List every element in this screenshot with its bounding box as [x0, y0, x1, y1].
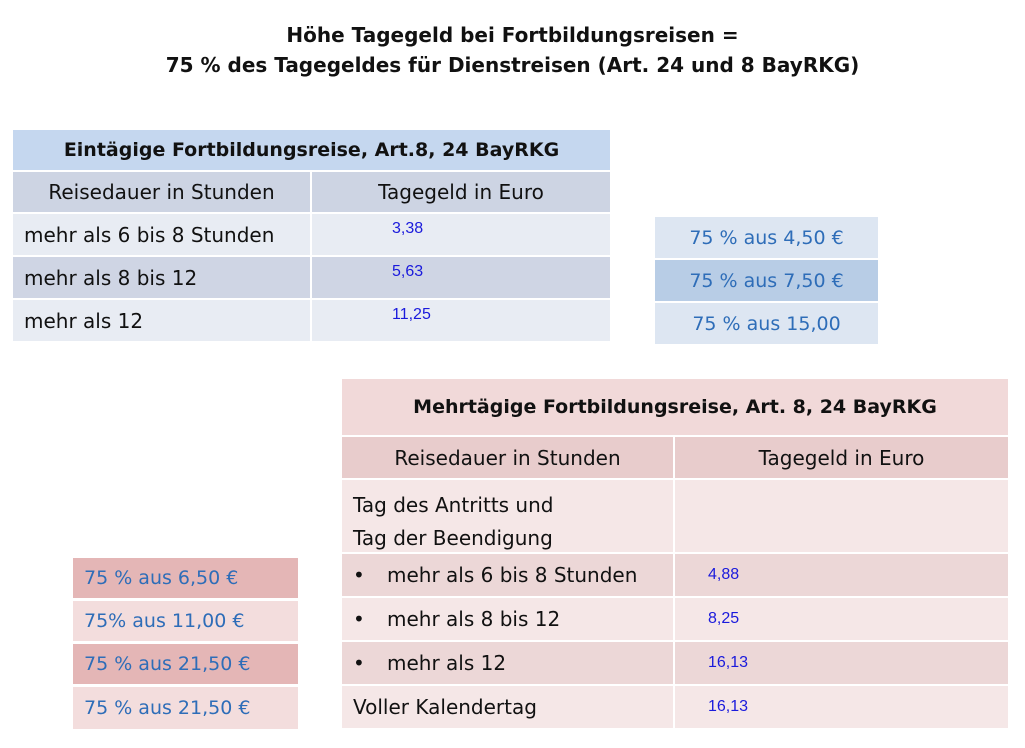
allowance-value: 16,13	[708, 654, 749, 671]
first-last-day-line-2: Tag der Beendigung	[353, 526, 553, 550]
duration-cell: mehr als 12	[13, 300, 310, 341]
calculation-note: 75% aus 11,00 €	[73, 601, 298, 641]
allowance-value: 5,63	[392, 263, 424, 280]
allowance-value: 3,38	[392, 220, 424, 237]
allowance-cell: 16,13	[675, 642, 1008, 684]
multi-day-column-headers: Reisedauer in Stunden Tagegeld in Euro	[342, 437, 1008, 478]
calculation-note: 75 % aus 6,50 €	[73, 558, 298, 598]
table-row: • mehr als 12 16,13	[342, 642, 1008, 684]
allowance-cell: 11,25	[312, 300, 610, 341]
table-row: • mehr als 8 bis 12 8,25	[342, 598, 1008, 640]
single-day-calculation-notes: 75 % aus 4,50 € 75 % aus 7,50 € 75 % aus…	[655, 217, 878, 346]
calculation-note: 75 % aus 15,00	[655, 303, 878, 344]
duration-cell: Tag des Antritts und Tag der Beendigung	[342, 480, 673, 552]
duration-cell: • mehr als 8 bis 12	[342, 598, 673, 640]
duration-label: mehr als 6 bis 8 Stunden	[387, 563, 638, 587]
single-day-table-header: Eintägige Fortbildungsreise, Art.8, 24 B…	[13, 130, 610, 170]
duration-label: mehr als 8 bis 12	[387, 607, 561, 631]
table-row: • mehr als 6 bis 8 Stunden 4,88	[342, 554, 1008, 596]
calculation-note: 75 % aus 4,50 €	[655, 217, 878, 258]
bullet: •	[353, 563, 365, 587]
multi-day-table-header: Mehrtägige Fortbildungsreise, Art. 8, 24…	[342, 379, 1008, 435]
bullet: •	[353, 607, 365, 631]
page-title: Höhe Tagegeld bei Fortbildungsreisen = 7…	[0, 20, 1025, 80]
allowance-value: 4,88	[708, 566, 740, 583]
allowance-cell: 8,25	[675, 598, 1008, 640]
duration-cell: mehr als 8 bis 12	[13, 257, 310, 298]
bullet: •	[353, 651, 365, 675]
duration-cell: Voller Kalendertag	[342, 686, 673, 728]
multi-day-table: Mehrtägige Fortbildungsreise, Art. 8, 24…	[342, 379, 1008, 728]
allowance-cell	[675, 480, 1008, 552]
calculation-note: 75 % aus 21,50 €	[73, 644, 298, 684]
column-header-allowance: Tagegeld in Euro	[675, 437, 1008, 478]
allowance-cell: 4,88	[675, 554, 1008, 596]
calculation-note: 75 % aus 21,50 €	[73, 687, 298, 729]
duration-cell: • mehr als 6 bis 8 Stunden	[342, 554, 673, 596]
duration-cell: • mehr als 12	[342, 642, 673, 684]
table-row: mehr als 8 bis 12 5,63	[13, 257, 610, 298]
duration-cell: mehr als 6 bis 8 Stunden	[13, 214, 310, 255]
calculation-note: 75 % aus 7,50 €	[655, 260, 878, 301]
duration-label: mehr als 12	[387, 651, 507, 675]
single-day-column-headers: Reisedauer in Stunden Tagegeld in Euro	[13, 172, 610, 212]
multi-day-calculation-notes: 75 % aus 6,50 € 75% aus 11,00 € 75 % aus…	[73, 558, 298, 732]
first-last-day-line-1: Tag des Antritts und	[353, 493, 554, 517]
allowance-value: 16,13	[708, 698, 749, 715]
column-header-duration: Reisedauer in Stunden	[342, 437, 673, 478]
title-line-2: 75 % des Tagegeldes für Dienstreisen (Ar…	[165, 53, 860, 77]
table-row: mehr als 12 11,25	[13, 300, 610, 341]
single-day-table: Eintägige Fortbildungsreise, Art.8, 24 B…	[13, 130, 610, 341]
column-header-allowance: Tagegeld in Euro	[312, 172, 610, 212]
allowance-value: 8,25	[708, 610, 740, 627]
table-row: Tag des Antritts und Tag der Beendigung	[342, 480, 1008, 552]
column-header-duration: Reisedauer in Stunden	[13, 172, 310, 212]
allowance-value: 11,25	[392, 306, 431, 323]
table-row: mehr als 6 bis 8 Stunden 3,38	[13, 214, 610, 255]
title-line-1: Höhe Tagegeld bei Fortbildungsreisen =	[286, 23, 739, 47]
allowance-cell: 16,13	[675, 686, 1008, 728]
table-row: Voller Kalendertag 16,13	[342, 686, 1008, 728]
allowance-cell: 3,38	[312, 214, 610, 255]
allowance-cell: 5,63	[312, 257, 610, 298]
